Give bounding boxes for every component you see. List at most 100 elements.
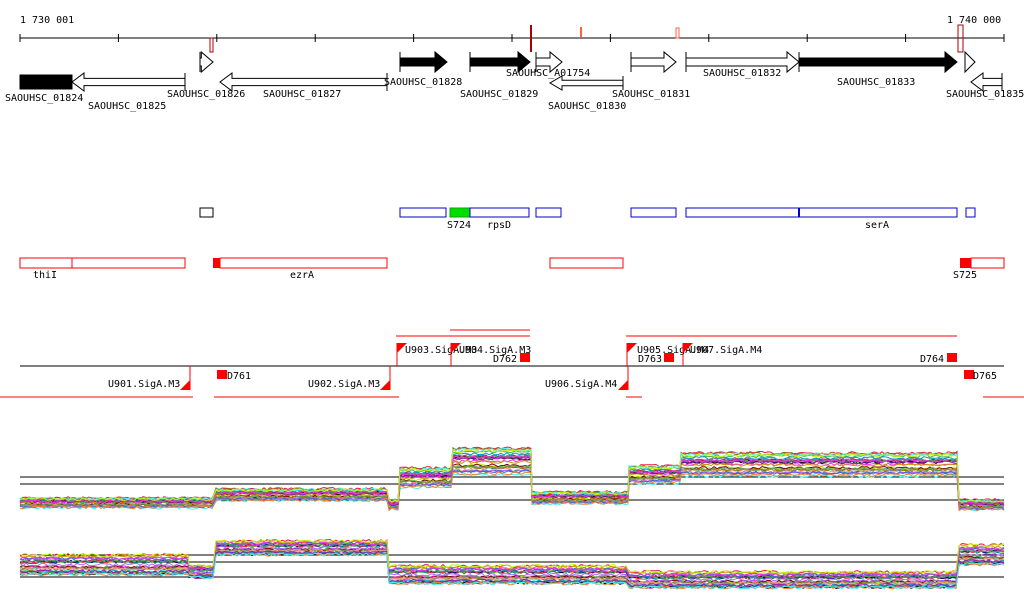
terminator-label: D761 <box>227 371 251 382</box>
gene-label: SAOUHSC_01828 <box>384 77 462 88</box>
gene-arrow[interactable] <box>798 50 958 74</box>
expression-series <box>19 541 1005 577</box>
expression-series <box>19 538 1005 575</box>
expression-series <box>19 548 1005 586</box>
gene-arrow[interactable] <box>219 72 388 92</box>
operon-box[interactable] <box>213 258 220 268</box>
operon-track: thiI ezrA S725 <box>19 257 1005 281</box>
gene-saouhsc_01832[interactable]: SAOUHSC_01832 <box>685 50 800 79</box>
terminator-label: D765 <box>973 371 997 382</box>
feature-label: serA <box>865 220 889 231</box>
marker <box>675 27 680 39</box>
gene-saouhsc_01829[interactable]: SAOUHSC_01829 <box>460 50 538 100</box>
promoter-u904-siga-m3[interactable]: U904.SigA.M3 <box>450 343 531 366</box>
operon-box[interactable] <box>219 257 388 269</box>
gene-label: SAOUHSC_A01754 <box>506 68 590 79</box>
gene-label: SAOUHSC_01824 <box>5 93 83 104</box>
terminator-d763[interactable]: D763 <box>638 353 674 365</box>
gene-label: SAOUHSC_01830 <box>548 101 626 112</box>
expression-series <box>19 540 1005 576</box>
feature-box[interactable] <box>685 207 800 218</box>
gene-arrow[interactable] <box>549 75 624 91</box>
gene-arrow[interactable] <box>970 72 1003 92</box>
promoter-u905-siga-m4[interactable]: U905.SigA.M4 <box>626 343 709 366</box>
feature-box[interactable] <box>535 207 562 218</box>
promoter-label: U904.SigA.M3 <box>459 345 531 356</box>
gene-saouhsc_01826[interactable]: SAOUHSC_01826 <box>167 50 245 100</box>
ruler: 1 730 001 1 740 000 <box>19 15 1005 53</box>
expression-series <box>19 552 1005 590</box>
feature-box[interactable] <box>965 207 976 218</box>
operon-label: thiI <box>33 270 57 281</box>
terminator-label: D762 <box>493 354 517 365</box>
promoter-label: U901.SigA.M3 <box>108 379 180 390</box>
promoter-label: U902.SigA.M3 <box>308 379 380 390</box>
gene-saouhsc_01824[interactable]: SAOUHSC_01824 <box>5 74 83 104</box>
promoter-u903-siga-m3[interactable]: U903.SigA.M3 <box>396 343 477 366</box>
regulatory-track: U901.SigA.M3 U902.SigA.M3 U903.SigA.M3U904… <box>0 329 1024 398</box>
gene-saouhsc_01825[interactable]: SAOUHSC_01825 <box>71 72 186 112</box>
gene-label: SAOUHSC_01835 <box>946 89 1024 100</box>
terminator-label: D764 <box>920 354 944 365</box>
gene-saouhsc_01830[interactable]: SAOUHSC_01830 <box>548 75 626 112</box>
annotation-track: S724 rpsD serA <box>199 207 976 231</box>
promoter-label: U907.SigA.M4 <box>690 345 762 356</box>
operon-box[interactable] <box>970 257 1005 269</box>
gene-arrow[interactable] <box>469 50 531 74</box>
gene-saouhsc_01828[interactable]: SAOUHSC_01828 <box>384 50 462 88</box>
promoter-u902-siga-m3[interactable]: U902.SigA.M3 <box>308 366 391 390</box>
gene-arrow[interactable] <box>399 50 448 74</box>
expression-series <box>19 448 1005 503</box>
feature-box[interactable] <box>630 207 677 218</box>
gene-saouhsc_a01754[interactable]: SAOUHSC_A01754 <box>506 50 590 79</box>
promoter-label: U906.SigA.M4 <box>545 379 617 390</box>
gene-label: SAOUHSC_01833 <box>837 77 915 88</box>
feature-box-rpsd[interactable] <box>469 207 530 218</box>
gene-arrow[interactable] <box>71 72 186 92</box>
feature-label: S724 <box>447 220 471 231</box>
operon-box[interactable] <box>71 257 186 269</box>
expression-series <box>19 459 1005 508</box>
operon-label: ezrA <box>290 270 314 281</box>
operon-label: S725 <box>953 270 977 281</box>
gene-arrow[interactable] <box>630 50 677 74</box>
gene-saouhsc_01833[interactable]: SAOUHSC_01833 <box>798 50 958 88</box>
gene-label: SAOUHSC_01825 <box>88 101 166 112</box>
expression-series <box>19 545 1005 582</box>
marker <box>209 37 214 53</box>
terminator-d762[interactable]: D762 <box>493 353 530 365</box>
feature-label: rpsD <box>487 220 511 231</box>
terminator-label: D763 <box>638 354 662 365</box>
promoter-u901-siga-m3[interactable]: U901.SigA.M3 <box>108 366 191 390</box>
gene-saouhsc_01827[interactable]: SAOUHSC_01827 <box>219 72 388 100</box>
terminator-d761[interactable]: D761 <box>217 370 251 382</box>
feature-box[interactable] <box>399 207 447 218</box>
marker <box>957 24 964 53</box>
expression-series <box>19 471 1005 512</box>
gene-arrow[interactable] <box>964 50 976 74</box>
gene-label: SAOUHSC_01826 <box>167 89 245 100</box>
promoter-u906-siga-m4[interactable]: U906.SigA.M4 <box>545 366 629 390</box>
feature-box[interactable] <box>199 207 214 218</box>
terminator-d765[interactable]: D765 <box>964 370 997 382</box>
terminator-d764[interactable]: D764 <box>920 353 957 365</box>
feature-box-s724[interactable] <box>449 207 471 218</box>
operon-box[interactable] <box>960 258 971 268</box>
operon-box[interactable] <box>549 257 624 269</box>
feature-box-sera[interactable] <box>798 207 958 218</box>
gene-label: SAOUHSC_01831 <box>612 89 690 100</box>
gene-saouhsc_01835[interactable]: SAOUHSC_01835 <box>946 72 1024 100</box>
gene-arrow[interactable] <box>685 50 800 74</box>
gene-arrow[interactable] <box>535 50 563 74</box>
promoter-label: U905.SigA.M4 <box>637 345 709 356</box>
promoter-u907-siga-m4[interactable]: U907.SigA.M4 <box>682 343 762 366</box>
gene-arrow[interactable] <box>19 74 73 90</box>
ruler-end-label: 1 740 000 <box>947 15 1001 26</box>
gene-saouhsc_01831[interactable]: SAOUHSC_01831 <box>612 50 690 100</box>
operon-box[interactable] <box>19 257 73 269</box>
expression-series <box>19 454 1005 505</box>
gene-label: SAOUHSC_01829 <box>460 89 538 100</box>
gene-arrow[interactable] <box>199 50 214 74</box>
